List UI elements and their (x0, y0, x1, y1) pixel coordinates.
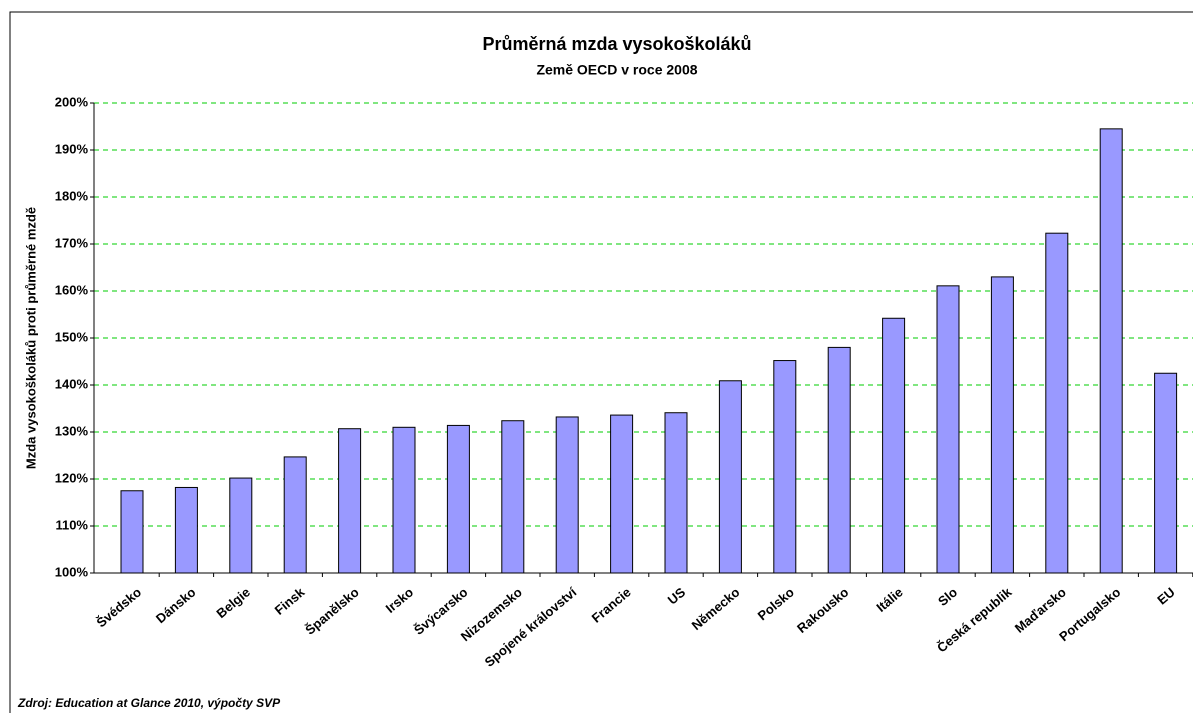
y-tick-label: 140% (55, 376, 89, 391)
bar (338, 428, 362, 574)
chart-subtitle: Země OECD v roce 2008 (536, 62, 697, 78)
y-tick-label: 160% (55, 282, 89, 297)
bar (1154, 372, 1178, 574)
bar (610, 414, 634, 574)
y-tick-label: 120% (55, 470, 89, 485)
bar (392, 426, 416, 574)
bar (718, 380, 742, 574)
bar (664, 412, 688, 574)
bar (773, 360, 797, 574)
bar (283, 456, 307, 574)
bar (936, 285, 960, 574)
bar (1045, 232, 1069, 574)
bar (446, 424, 470, 574)
y-tick-label: 200% (55, 94, 89, 109)
y-tick-label: 100% (55, 564, 89, 579)
chart-title: Průměrná mzda vysokoškoláků (482, 34, 751, 54)
bar (882, 317, 906, 574)
bar (990, 276, 1014, 574)
bar (501, 420, 525, 574)
bar (827, 346, 851, 574)
bar (229, 477, 253, 574)
bar (120, 490, 144, 574)
y-tick-label: 130% (55, 423, 89, 438)
source-note: Zdroj: Education at Glance 2010, výpočty… (17, 696, 281, 710)
y-tick-label: 110% (55, 517, 88, 532)
y-axis-label: Mzda vysokoškoláků proti průměrné mzdě (23, 207, 38, 469)
bar (1099, 128, 1123, 574)
y-tick-label: 180% (55, 188, 89, 203)
bar (174, 486, 198, 574)
bar (555, 416, 579, 574)
y-tick-label: 150% (55, 329, 89, 344)
y-tick-label: 170% (55, 235, 89, 250)
y-tick-label: 190% (55, 141, 89, 156)
